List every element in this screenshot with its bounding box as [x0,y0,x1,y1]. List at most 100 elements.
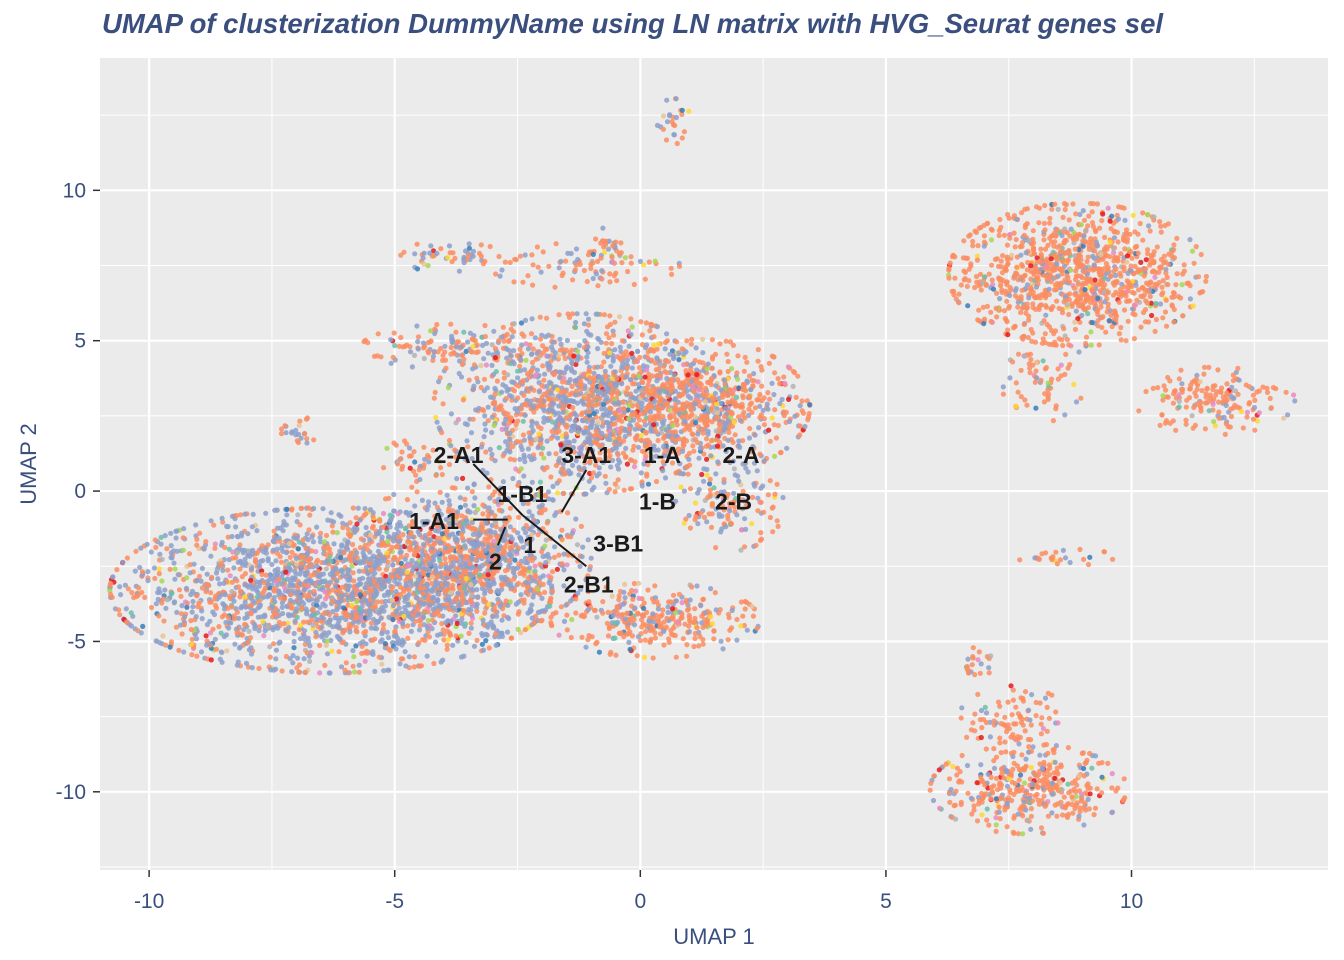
scatter-point [534,367,541,373]
scatter-point [221,612,228,618]
scatter-point [507,430,513,436]
scatter-point [279,600,285,606]
scatter-point [468,592,474,599]
scatter-point [466,630,472,637]
scatter-point [510,359,516,365]
scatter-point [250,586,256,592]
scatter-point [343,610,349,616]
scatter-point [298,554,304,560]
scatter-point [548,595,554,601]
scatter-point [523,560,529,566]
scatter-point [206,582,212,589]
scatter-point [248,651,255,657]
scatter-point [284,512,290,518]
scatter-point [163,642,169,648]
scatter-point [148,549,154,555]
scatter-point [233,524,239,530]
scatter-point [752,432,758,438]
scatter-point [547,365,553,371]
scatter-point [574,542,581,548]
scatter-point [310,622,316,629]
scatter-point [709,419,715,425]
scatter-point [222,592,228,598]
scatter-point [366,576,372,582]
scatter-point [463,575,469,582]
scatter-point [285,576,291,582]
scatter-point [270,538,277,545]
scatter-point [527,453,533,459]
scatter-point [521,392,527,398]
scatter-point [160,633,166,639]
scatter-point [583,311,589,317]
scatter-point [178,611,184,617]
scatter-point [235,615,242,621]
scatter-point [517,456,523,462]
scatter-point [653,429,659,435]
scatter-point [767,438,773,444]
scatter-point [455,416,461,423]
scatter-point [473,407,479,413]
scatter-point [328,558,334,564]
scatter-point [525,346,532,352]
scatter-point [662,475,669,481]
scatter-point [485,404,491,410]
scatter-point [285,611,291,618]
scatter-point [347,520,353,526]
scatter-point [591,411,597,417]
scatter-point [485,583,491,589]
scatter-point [188,618,194,624]
scatter-point [263,510,269,516]
scatter-point [525,610,531,616]
scatter-point [699,471,705,478]
scatter-point [286,541,292,547]
scatter-point [468,620,474,626]
scatter-point [181,622,187,628]
scatter-point [500,324,506,330]
scatter-point [354,550,360,556]
scatter-point [331,541,337,547]
scatter-point [565,534,571,540]
scatter-point [242,556,248,562]
scatter-point [486,645,492,651]
scatter-point [322,589,328,595]
scatter-point [409,558,415,564]
scatter-point [345,526,351,532]
scatter-point [426,634,432,640]
scatter-point [547,603,553,609]
scatter-point [384,550,390,556]
scatter-point [426,555,432,561]
scatter-point [574,311,580,317]
scatter-point [406,610,412,617]
scatter-point [190,598,196,605]
scatter-point [184,604,190,610]
scatter-point [457,562,463,568]
scatter-point [271,594,277,601]
scatter-point [381,584,387,590]
scatter-point [351,654,357,660]
scatter-point [586,367,592,374]
scatter-point [385,559,391,565]
scatter-point [515,418,521,424]
scatter-point [373,626,380,632]
scatter-point [576,342,583,349]
scatter-point [152,575,158,582]
scatter-point [294,561,300,567]
scatter-point [586,402,592,408]
scatter-point [420,541,427,548]
scatter-point [265,556,271,562]
scatter-point [384,563,391,570]
scatter-point [251,621,257,627]
scatter-point [293,535,299,542]
scatter-point [393,544,399,550]
scatter-point [353,587,360,593]
scatter-point [734,370,740,376]
scatter-point [329,598,335,605]
scatter-point [571,369,578,376]
scatter-point [116,607,122,613]
scatter-point [189,609,195,615]
scatter-point [354,599,360,605]
scatter-point [278,559,285,565]
scatter-point [522,367,528,373]
scatter-point [199,616,205,622]
scatter-point [674,422,680,428]
